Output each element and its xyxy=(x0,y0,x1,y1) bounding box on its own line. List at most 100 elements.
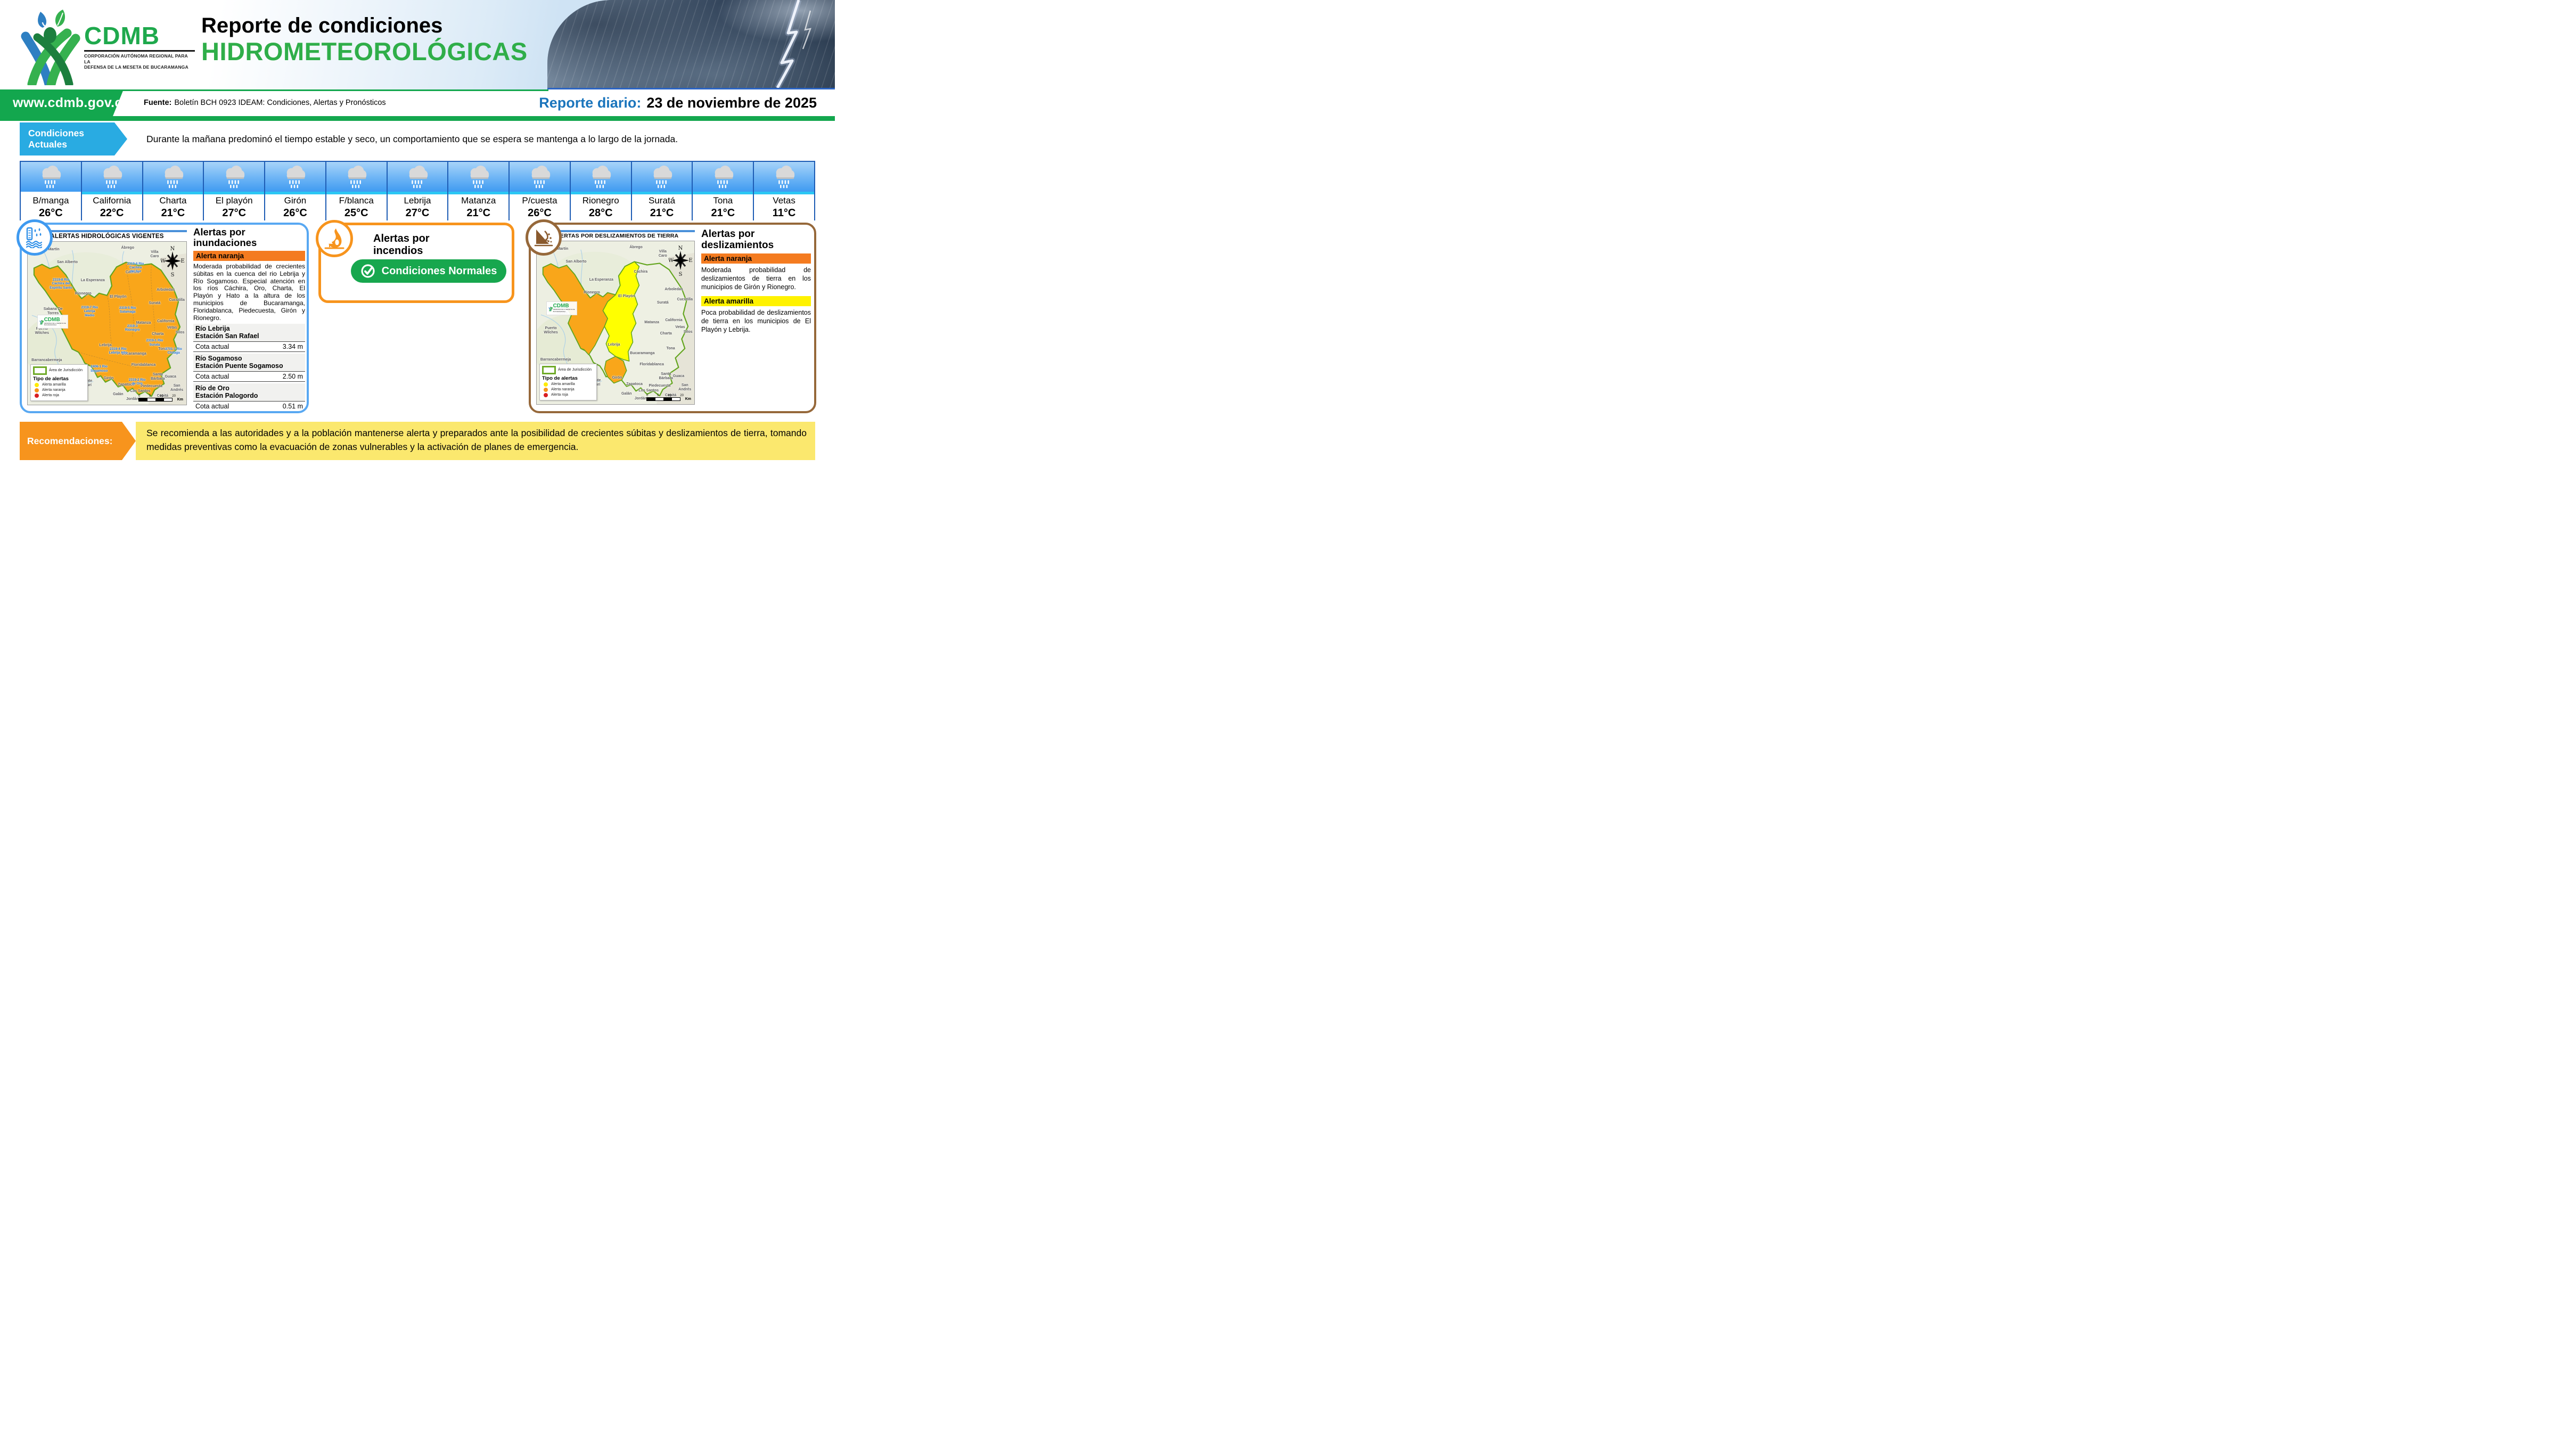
weather-city-cell: P/cuesta 26°C xyxy=(510,162,571,220)
report-date-line: Reporte diario: 23 de noviembre de 2025 xyxy=(539,89,817,116)
cdmb-logo: CDMB CORPORACIÓN AUTÓNOMA REGIONAL PARA … xyxy=(16,3,197,87)
fire-status-button[interactable]: Condiciones Normales xyxy=(351,259,506,283)
water-gauge-badge xyxy=(17,219,53,256)
report-date-value: 23 de noviembre de 2025 xyxy=(646,94,817,111)
rain-cloud-icon xyxy=(265,162,325,192)
station-block: Río Sogamoso Estación Puente Sogamoso Cot… xyxy=(193,353,305,382)
fire-badge xyxy=(316,220,353,257)
station-level-row: Cota actual 3.34 m xyxy=(193,342,305,352)
report-date-label: Reporte diario: xyxy=(539,94,642,111)
compass-rose-icon: N E S W xyxy=(161,246,184,277)
rain-cloud-icon xyxy=(387,162,448,192)
station-header: Río Sogamoso Estación Puente Sogamoso xyxy=(193,353,305,372)
weather-city-cell: Rionegro 28°C xyxy=(570,162,632,220)
city-name: F/blanca xyxy=(339,195,374,206)
station-level-row: Cota actual 2.50 m xyxy=(193,372,305,382)
city-temperature: 21°C xyxy=(466,207,491,219)
info-bar: www.cdmb.gov.co Fuente: Boletín BCH 0923… xyxy=(0,89,835,121)
legend-item: Alerta roja xyxy=(33,393,85,398)
fire-icon xyxy=(324,228,344,249)
scale-tick: 5 xyxy=(149,394,151,398)
flood-map-topline xyxy=(51,230,187,232)
website-link[interactable]: www.cdmb.gov.co xyxy=(13,95,131,110)
rain-cloud-icon xyxy=(510,162,570,192)
city-temperature: 22°C xyxy=(100,207,124,219)
flood-heading: Alertas por inundaciones xyxy=(193,227,257,249)
cyan-strip xyxy=(143,192,203,194)
check-icon xyxy=(361,264,375,278)
fire-status-label: Condiciones Normales xyxy=(381,265,497,277)
rain-cloud-icon xyxy=(631,162,692,192)
weather-city-cell: Matanza 21°C xyxy=(448,162,510,220)
level-value: 2.50 m xyxy=(282,372,303,380)
logo-divider xyxy=(84,50,195,52)
legend-item: Alerta naranja xyxy=(542,387,594,392)
weather-city-cell: Vetas 11°C xyxy=(754,162,815,220)
compass-rose-icon: N E S W xyxy=(669,245,692,276)
slide-yellow-zone xyxy=(602,261,640,362)
rain-cloud-icon xyxy=(204,162,265,192)
rain-cloud-icon xyxy=(81,162,142,192)
scale-tick: 0 xyxy=(646,394,649,397)
logo-tagline-1: CORPORACIÓN AUTÓNOMA REGIONAL PARA LA xyxy=(84,53,188,64)
map-scale-bar: 0 5 10 20 Km xyxy=(646,394,691,401)
flood-orange-zone xyxy=(33,261,181,397)
current-conditions-tag: Condiciones Actuales xyxy=(20,122,127,155)
rain-cloud-icon xyxy=(326,162,387,192)
cyan-strip xyxy=(326,192,387,194)
cyan-strip xyxy=(81,192,142,194)
weather-city-cell: Tona 21°C xyxy=(693,162,754,220)
city-temperature: 27°C xyxy=(222,207,247,219)
legend-title: Tipo de alertas xyxy=(542,375,578,381)
level-value: 0.51 m xyxy=(282,402,303,409)
landslide-icon xyxy=(534,230,553,247)
water-gauge-icon xyxy=(26,227,43,248)
page-title-line1: Reporte de condiciones xyxy=(201,14,443,37)
page-title-line2: HIDROMETEOROLÓGICAS xyxy=(201,37,528,66)
logo-tagline-2: DEFENSA DE LA MESETA DE BUCARAMANGA xyxy=(84,64,188,70)
city-name: Charta xyxy=(159,195,187,206)
svg-text:S: S xyxy=(679,272,683,276)
recommendations-tag: Recomendaciones: xyxy=(20,422,136,460)
flood-paragraph: Moderada probabilidad de crecientes súbi… xyxy=(193,262,305,322)
landslide-map-topline xyxy=(560,230,695,232)
cyan-strip xyxy=(448,192,509,194)
city-name: Tona xyxy=(713,195,733,206)
station-header: Río Lebrija Estación San Rafael xyxy=(193,323,305,342)
jurisdiction-swatch xyxy=(542,365,556,374)
station-header: Río de Oro Estación Palogordo xyxy=(193,383,305,402)
legend-dot xyxy=(35,388,39,392)
slide-orange-giron xyxy=(604,355,627,383)
recommendations-text: Se recomienda a las autoridades y a la p… xyxy=(136,422,815,460)
weather-city-cell: Girón 26°C xyxy=(265,162,326,220)
cdmb-logo-icon xyxy=(21,10,80,85)
map-scale-bar: 0 5 10 20 Km xyxy=(138,394,183,402)
svg-text:W: W xyxy=(161,258,166,264)
cyan-strip xyxy=(693,192,753,194)
fire-alert-panel: Alertas por incendios Condiciones Normal… xyxy=(316,220,514,303)
landslide-badge xyxy=(526,219,562,256)
weather-city-cell: Lebrija 27°C xyxy=(387,162,449,220)
weather-city-cell: F/blanca 25°C xyxy=(326,162,388,220)
map-legend: Área de Jurisdicción Tipo de alertas Ale… xyxy=(539,363,597,400)
landslide-map[interactable]: San Martín San Alberto Ábrego Villa Caro Các… xyxy=(536,240,695,405)
city-temperature: 25°C xyxy=(344,207,368,219)
svg-text:W: W xyxy=(669,258,674,264)
weather-city-cell: El playón 27°C xyxy=(204,162,266,220)
station-block: Río de Oro Estación Palogordo Cota actual… xyxy=(193,383,305,409)
map-legend: Área de Jurisdicción Tipo de alertas Ale… xyxy=(30,364,88,401)
city-temperature: 21°C xyxy=(161,207,185,219)
legend-item: Alerta roja xyxy=(542,392,594,397)
map-cdmb-minilogo: CDMB DEFENSA DE LA MESETA DE BUCARAMANGA xyxy=(37,315,68,329)
flood-map[interactable]: San Martín San Alberto Ábrego Villa Caro Các… xyxy=(27,241,187,405)
legend-item: Alerta amarilla xyxy=(542,382,594,387)
level-value: 3.34 m xyxy=(282,342,303,350)
landslide-map-title: ALERTAS POR DESLIZAMIENTOS DE TIERRA xyxy=(552,233,679,239)
cyan-strip xyxy=(754,192,814,194)
city-temperature: 28°C xyxy=(588,207,613,219)
scale-tick: 10 xyxy=(667,394,671,397)
landslide-heading: Alertas por deslizamientos xyxy=(701,229,774,251)
info-bar-bottom-strip xyxy=(0,116,835,121)
weather-strip: B/manga 26°C California 22°C xyxy=(20,161,815,220)
cyan-strip xyxy=(265,192,325,194)
